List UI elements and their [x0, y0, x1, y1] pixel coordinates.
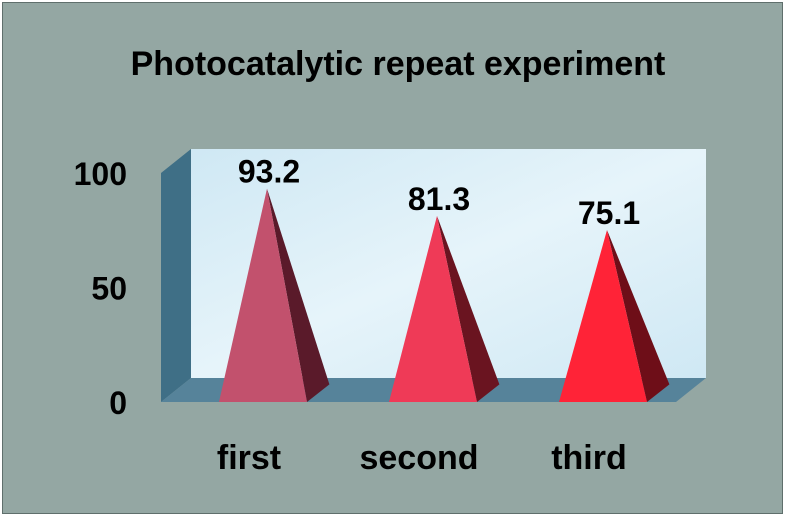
category-labels: first second third [217, 439, 627, 477]
x-tick-label: second [359, 439, 478, 477]
x-tick-label: first [217, 439, 281, 477]
bar-front-face [559, 230, 647, 402]
y-tick-label: 0 [109, 385, 127, 421]
bar-pyramid [559, 230, 670, 402]
bar-front-face [389, 215, 477, 402]
bar-pyramid [219, 188, 330, 402]
chart-svg: Photocatalytic repeat experiment 050100 … [74, 45, 706, 477]
y-tick-label: 100 [74, 156, 127, 192]
data-label: 81.3 [408, 181, 470, 217]
bar-pyramid [389, 215, 500, 402]
side-wall [161, 149, 191, 402]
x-tick-label: third [551, 439, 627, 477]
bar-side-face [607, 230, 670, 402]
bars: 93.2 81.3 75.1 [219, 154, 670, 402]
chart-title: Photocatalytic repeat experiment [131, 45, 666, 83]
data-label: 75.1 [578, 195, 640, 231]
bar-front-face [219, 188, 307, 402]
bar-side-face [267, 188, 330, 402]
y-axis-ticks: 0 50 100 [74, 156, 127, 421]
y-tick-label: 50 [91, 271, 127, 307]
bar-side-face [437, 215, 500, 402]
data-label: 93.2 [238, 154, 300, 190]
